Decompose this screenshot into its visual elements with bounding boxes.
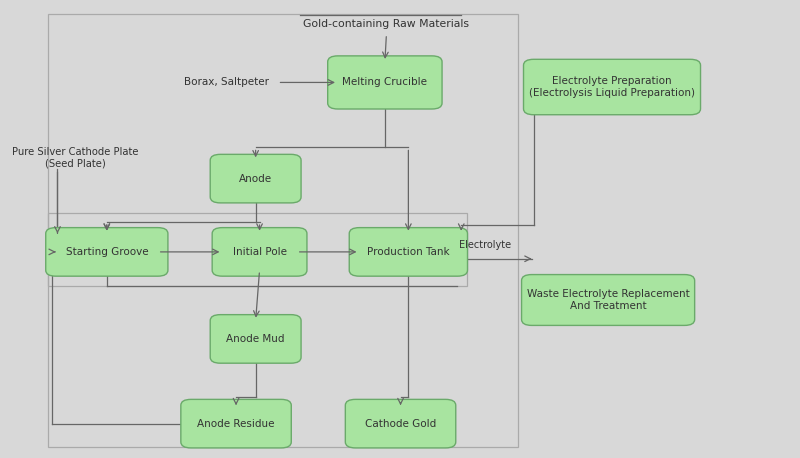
Bar <box>48 14 518 447</box>
Text: Initial Pole: Initial Pole <box>233 247 286 257</box>
FancyBboxPatch shape <box>210 315 301 363</box>
Text: Melting Crucible: Melting Crucible <box>342 77 427 87</box>
FancyBboxPatch shape <box>523 59 701 115</box>
Text: Electrolyte Preparation
(Electrolysis Liquid Preparation): Electrolyte Preparation (Electrolysis Li… <box>529 76 695 98</box>
FancyBboxPatch shape <box>328 56 442 109</box>
Text: Waste Electrolyte Replacement
And Treatment: Waste Electrolyte Replacement And Treatm… <box>526 289 690 311</box>
FancyBboxPatch shape <box>181 399 291 448</box>
FancyBboxPatch shape <box>350 228 467 276</box>
FancyBboxPatch shape <box>212 228 307 276</box>
Text: Starting Groove: Starting Groove <box>66 247 148 257</box>
Bar <box>48 213 467 286</box>
FancyBboxPatch shape <box>210 154 301 203</box>
Text: Electrolyte: Electrolyte <box>459 240 511 250</box>
Text: Borax, Saltpeter: Borax, Saltpeter <box>184 76 269 87</box>
Text: Gold-containing Raw Materials: Gold-containing Raw Materials <box>303 19 470 29</box>
Text: Production Tank: Production Tank <box>367 247 450 257</box>
Text: Anode Residue: Anode Residue <box>198 419 275 429</box>
FancyBboxPatch shape <box>522 275 694 326</box>
Text: Cathode Gold: Cathode Gold <box>365 419 436 429</box>
Text: Pure Silver Cathode Plate
(Seed Plate): Pure Silver Cathode Plate (Seed Plate) <box>12 147 138 169</box>
FancyBboxPatch shape <box>346 399 456 448</box>
FancyBboxPatch shape <box>46 228 168 276</box>
Text: Anode: Anode <box>239 174 272 184</box>
Text: Anode Mud: Anode Mud <box>226 334 285 344</box>
